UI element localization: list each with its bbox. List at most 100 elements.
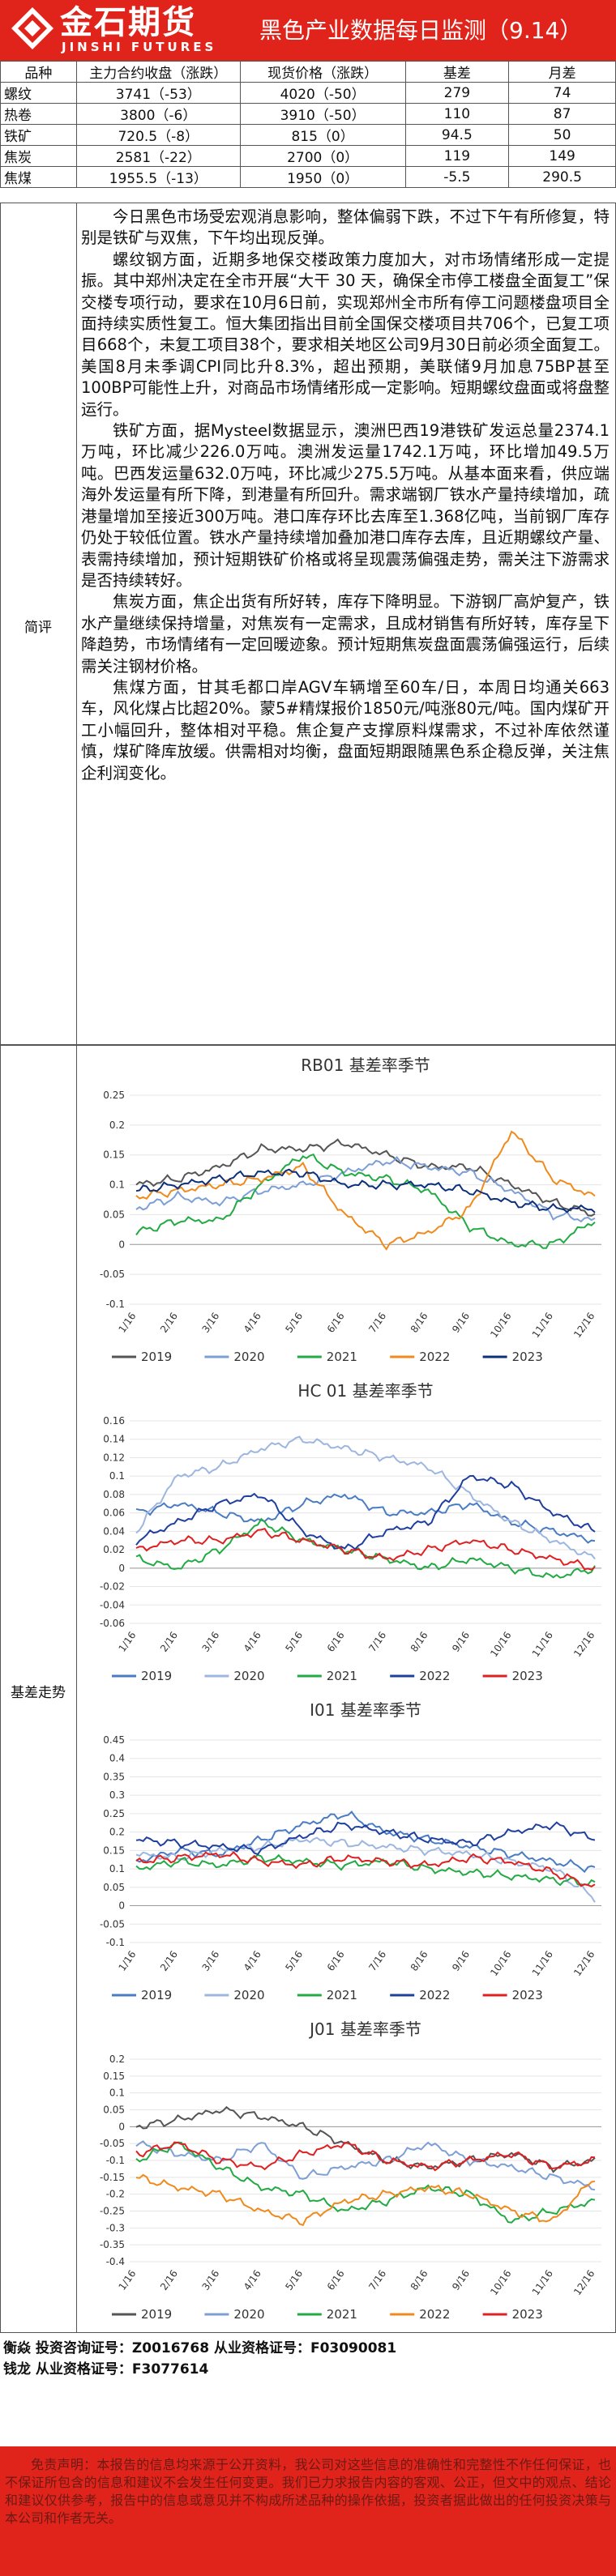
x-tick-label: 5/16 [283,1949,305,1973]
x-tick-label: 10/16 [488,1949,513,1978]
series-line [135,1130,596,1251]
disclaimer-text: 免责声明：本报告的信息均来源于公开资料，我公司对这些信息的准确性和完整性不作任何… [5,2457,611,2526]
logo-mark-icon [11,7,53,49]
table-row: 焦煤 1955.5（-13） 1950（0） -5.5 290.5 [0,166,616,188]
x-tick-label: 4/16 [242,1630,263,1654]
chart-i01: I01 基差率季节 0.45 0.4 0.35 0.3 0.25 0.2 0.15 0.1 0.0… [79,1695,608,2012]
y-tick-label: -0.02 [100,1581,125,1593]
y-tick-label: 0 [118,1563,125,1574]
x-tick-label: 2/16 [158,1949,180,1973]
spread-value: 290.5 [508,166,616,188]
legend-label: 2021 [327,1669,357,1683]
basis-value: 94.5 [404,124,510,146]
commentary-paragraph: 焦炭方面，焦企出货有所好转，库存下降明显。下游钢厂高炉复产，铁水产量继续保持增量… [81,592,610,676]
y-tick-label: 0.4 [109,1753,125,1764]
basis-value: 279 [404,82,510,104]
x-tick-label: 1/16 [117,1949,139,1973]
series-line [135,2105,596,2173]
series-line [135,1810,596,1874]
y-tick-label: 0.05 [103,2105,125,2116]
legend-label: 2021 [327,1350,357,1364]
column-header: 月差 [508,61,616,83]
y-tick-label: 0.1 [109,1863,125,1874]
legend-label: 2020 [233,1350,264,1364]
y-tick-label: 0.1 [109,1470,125,1482]
legend-label: 2019 [141,1988,172,2002]
legend-label: 2023 [512,2307,543,2322]
series-line [135,1138,596,1217]
x-tick-label: 2/16 [158,1630,180,1654]
x-tick-label: 8/16 [409,2268,430,2292]
product-name: 铁矿 [0,124,77,146]
company-logo: 金石期货 JINSHI FUTURES [10,4,220,56]
legend-label: 2021 [327,2307,357,2322]
y-tick-label: 0.02 [103,1544,125,1555]
x-tick-label: 11/16 [530,1311,555,1340]
legend-label: 2020 [233,1988,264,2002]
spot-price: 4020（-50） [239,82,406,104]
series-line [135,1168,596,1213]
x-tick-label: 6/16 [325,1630,347,1654]
contract-close: 3741（-53） [75,82,241,104]
y-tick-label: -0.1 [106,1937,125,1948]
spread-value: 74 [508,82,616,104]
y-tick-label: -0.4 [106,2256,125,2267]
y-tick-label: 0.2 [109,1827,125,1838]
commentary-label: 简评 [24,620,52,636]
y-tick-label: 0.2 [109,2054,125,2065]
y-tick-label: 0.15 [103,1149,125,1161]
legend-label: 2023 [512,1350,543,1364]
x-tick-label: 7/16 [366,2268,388,2292]
y-tick-label: -0.04 [100,1599,125,1610]
series-line [135,1517,596,1579]
series-line [135,1853,596,1887]
chart-j01-svg: J01 基差率季节 0.2 0.15 0.1 0.05 0 -0.05 -0.1 -0.15 -0… [100,2019,601,2322]
x-tick-label: 9/16 [450,2268,472,2292]
product-name: 焦煤 [0,166,77,188]
x-tick-label: 1/16 [117,2268,139,2292]
legend-label: 2019 [141,1669,172,1683]
x-tick-label: 4/16 [242,2268,263,2292]
legend-label: 2022 [419,1988,450,2002]
chart-title: RB01 基差率季节 [301,1056,430,1075]
y-tick-label: 0.06 [103,1508,125,1519]
x-tick-label: 12/16 [571,2268,597,2297]
column-header: 品种 [0,61,77,83]
x-tick-label: 1/16 [117,1311,139,1335]
x-tick-label: 5/16 [283,2268,305,2292]
analyst-contacts: 衡焱 投资咨询证号：Z0016768 从业资格证号：F03090081 钱龙 从… [3,2338,396,2380]
chart-hc01: HC 01 基差率季节 0.16 0.14 0.12 0.1 0.08 0.06 0.04 0.… [79,1375,608,1693]
product-name: 热卷 [0,103,77,125]
commentary-paragraph: 铁矿方面，据Mysteel数据显示，澳洲巴西19港铁矿发运总量2374.1万吨，… [81,421,610,590]
commentary-paragraph: 今日黑色市场受宏观消息影响，整体偏弱下跌，不过下午有所修复，特别是铁矿与双焦，下… [81,207,610,248]
y-tick-label: -0.35 [100,2239,125,2250]
chart-title: I01 基差率季节 [310,1700,421,1720]
series-line [135,1493,596,1544]
series-line [135,1474,596,1550]
table-row: 铁矿 720.5（-8） 815（0） 94.5 50 [0,124,616,146]
y-tick-label: -0.05 [100,1918,125,1930]
legend-label: 2022 [419,2307,450,2322]
y-tick-label: 0.05 [103,1882,125,1893]
contract-close: 2581（-22） [75,145,241,167]
y-tick-label: 0.25 [103,1808,125,1819]
y-tick-label: 0.25 [103,1090,125,1101]
series-line [135,1153,596,1249]
x-tick-label: 9/16 [450,1949,472,1973]
series-line [135,1851,596,1888]
table-row: 焦炭 2581（-22） 2700（0） 119 149 [0,145,616,167]
report-title: 黑色产业数据每日监测（9.14） [259,17,583,44]
basis-value: 110 [404,103,510,125]
legend-label: 2023 [512,1988,543,2002]
chart-rb01: RB01 基差率季节 0.25 0.2 0.15 0.1 0.05 0 -0.05 -0.1 1/… [79,1050,608,1374]
y-tick-label: 0.05 [103,1209,125,1220]
series-line [135,1435,596,1560]
x-tick-label: 2/16 [158,2268,180,2292]
commentary-paragraph: 螺纹钢方面，近期多地保交楼政策力度加大，对市场情绪形成一定提振。其中郑州决定在全… [81,249,610,419]
chart-j01: J01 基差率季节 0.2 0.15 0.1 0.05 0 -0.05 -0.1 -0.15 -0… [79,2014,608,2331]
chart-rb01-svg: RB01 基差率季节 0.25 0.2 0.15 0.1 0.05 0 -0.05 -0.11/… [100,1056,601,1364]
x-tick-label: 11/16 [530,1949,555,1978]
commentary-divider [76,203,77,1045]
quote-table: 品种 主力合约收盘（涨跌） 现货价格（涨跌） 基差 月差 螺纹 3741（-53… [0,61,616,188]
y-tick-label: 0.14 [103,1434,125,1445]
